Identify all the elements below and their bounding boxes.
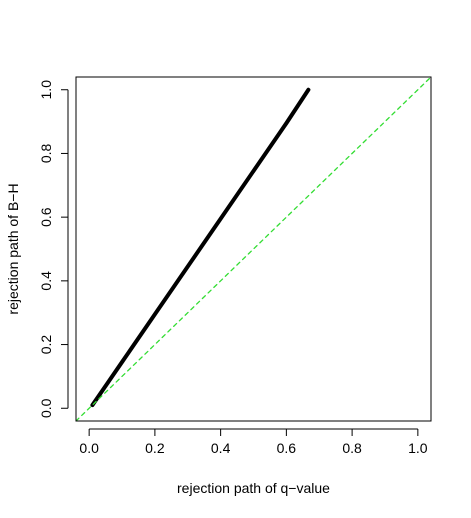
y-tick-label: 0.2: [38, 335, 54, 355]
x-tick-label: 0.0: [79, 440, 99, 456]
x-tick-label: 1.0: [408, 440, 428, 456]
y-tick-label: 0.4: [38, 271, 54, 291]
rejection-path-line: [90, 87, 311, 408]
x-tick-label: 0.4: [211, 440, 231, 456]
y-axis-label: rejection path of B−H: [5, 183, 21, 314]
y-tick-label: 0.0: [38, 398, 54, 418]
reference-diagonal-line: [76, 77, 431, 421]
y-tick-label: 0.6: [38, 207, 54, 227]
y-tick-label: 0.8: [38, 144, 54, 164]
x-tick-label: 0.8: [342, 440, 362, 456]
y-tick-label: 1.0: [38, 80, 54, 100]
x-tick-label: 0.6: [277, 440, 297, 456]
axes: 0.0 0.2 0.4 0.6 0.8 1.0 0.0 0.2 0.4 0.6 0.8 1.0: [38, 76, 432, 456]
plot-frame: [75, 76, 432, 422]
x-tick-label: 0.2: [145, 440, 165, 456]
plot-area: [76, 77, 431, 421]
x-axis-label: rejection path of q−value: [177, 480, 330, 496]
